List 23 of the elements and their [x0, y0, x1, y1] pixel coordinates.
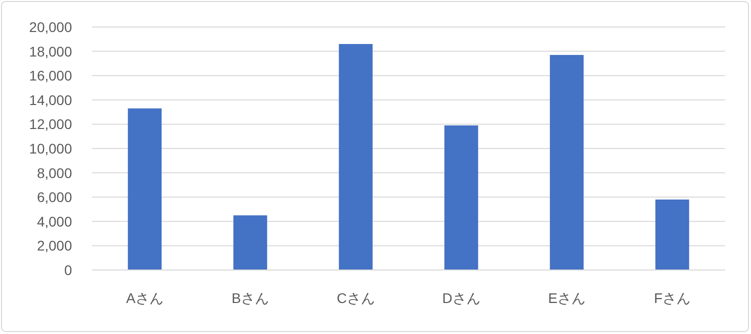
- x-tick-label: Fさん: [654, 290, 691, 306]
- y-tick-label: 12,000: [29, 116, 72, 132]
- y-tick-label: 20,000: [29, 19, 72, 35]
- x-tick-label: Bさん: [232, 290, 269, 306]
- x-tick-label: Dさん: [442, 290, 480, 306]
- y-tick-label: 8,000: [36, 164, 72, 181]
- x-tick-label: Eさん: [548, 290, 586, 306]
- y-tick-label: 18,000: [29, 43, 72, 60]
- bar: [550, 54, 584, 270]
- bar: [655, 200, 690, 270]
- y-tick-label: 0: [64, 262, 72, 278]
- y-tick-label: 14,000: [29, 92, 72, 108]
- y-tick-label: 16,000: [29, 68, 72, 84]
- y-tick-label: 10,000: [29, 140, 72, 156]
- x-tick-label: Aさん: [126, 290, 164, 306]
- x-tick-label: Cさん: [336, 290, 375, 306]
- y-tick-label: 2,000: [36, 238, 72, 254]
- bar: [128, 108, 162, 270]
- bar: [338, 44, 373, 270]
- bar: [444, 125, 478, 270]
- y-tick-label: 6,000: [36, 189, 72, 206]
- bar: [233, 215, 268, 270]
- y-tick-label: 4,000: [36, 213, 72, 230]
